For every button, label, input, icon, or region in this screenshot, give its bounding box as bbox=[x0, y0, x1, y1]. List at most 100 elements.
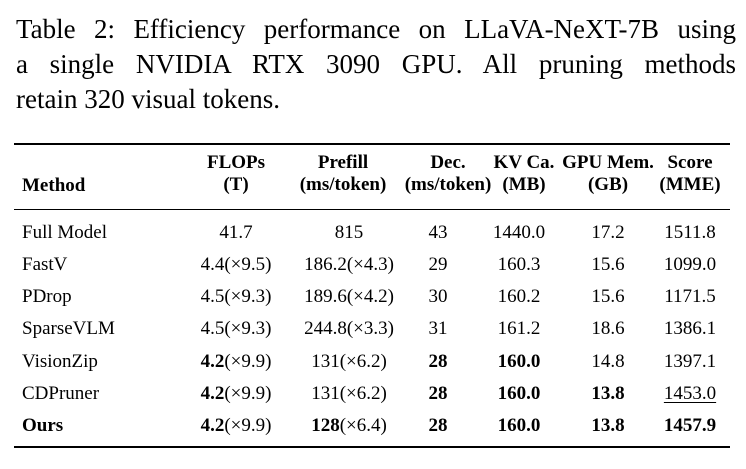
cell-score: 1457.9 bbox=[652, 415, 728, 437]
cell-dec-value: 30 bbox=[428, 286, 448, 307]
cell-flops-value: 4.4 bbox=[200, 254, 225, 275]
header-dec-unit: (ms/token) bbox=[404, 174, 492, 195]
cell-score-value: 1511.8 bbox=[664, 222, 716, 243]
cell-kv: 160.0 bbox=[479, 415, 559, 437]
cell-method-value: VisionZip bbox=[22, 351, 98, 372]
cell-prefill: 131(×6.2) bbox=[288, 383, 410, 405]
cell-dec: 43 bbox=[398, 222, 478, 244]
cell-flops-value: 4.5 bbox=[200, 286, 225, 307]
cell-gpu: 13.8 bbox=[568, 415, 648, 437]
cell-flops: 41.7 bbox=[186, 222, 286, 244]
header-score-name: Score bbox=[667, 152, 713, 173]
cell-kv: 160.0 bbox=[479, 383, 559, 405]
header-flops-name: FLOPs bbox=[206, 152, 266, 173]
header-dec: Dec. (ms/token) bbox=[398, 152, 498, 196]
cell-prefill-value: 128 bbox=[311, 415, 340, 436]
cell-method: Full Model bbox=[22, 222, 172, 244]
cell-dec-value: 28 bbox=[428, 351, 448, 372]
cell-gpu: 15.6 bbox=[568, 286, 648, 308]
cell-score: 1171.5 bbox=[652, 286, 728, 308]
header-prefill: Prefill (ms/token) bbox=[288, 152, 398, 196]
header-score: Score (MME) bbox=[652, 152, 728, 196]
cell-gpu: 14.8 bbox=[568, 351, 648, 373]
cell-prefill-speedup: (×3.3) bbox=[346, 318, 394, 339]
cell-score-value: 1457.9 bbox=[663, 415, 717, 436]
cell-flops-speedup: (×9.3) bbox=[224, 318, 272, 339]
cell-dec: 28 bbox=[398, 415, 478, 437]
cell-score-value: 1171.5 bbox=[664, 286, 716, 307]
header-gpu-unit: (GB) bbox=[587, 174, 629, 195]
cell-kv: 1440.0 bbox=[479, 222, 559, 244]
cell-prefill-value: 244.8 bbox=[304, 318, 347, 339]
cell-score: 1397.1 bbox=[652, 351, 728, 373]
header-flops-unit: (T) bbox=[223, 174, 249, 195]
cell-method: CDPruner bbox=[22, 383, 172, 405]
caption-line-3: retain 320 visual tokens. bbox=[16, 84, 280, 114]
header-dec-name: Dec. bbox=[430, 152, 466, 173]
cell-score-value: 1386.1 bbox=[663, 318, 717, 339]
cell-score: 1099.0 bbox=[652, 254, 728, 276]
cell-gpu-value: 13.8 bbox=[591, 383, 625, 404]
cell-prefill-value: 189.6 bbox=[304, 286, 347, 307]
cell-dec-value: 43 bbox=[428, 222, 448, 243]
cell-method-value: PDrop bbox=[22, 286, 72, 307]
cell-prefill-value: 131 bbox=[311, 383, 340, 404]
cell-prefill-speedup: (×6.2) bbox=[339, 351, 387, 372]
cell-kv-value: 161.2 bbox=[497, 318, 541, 339]
caption-line-1: Table 2: Efficiency performance on LLaVA… bbox=[16, 14, 736, 44]
cell-prefill: 128(×6.4) bbox=[288, 415, 410, 437]
cell-score: 1386.1 bbox=[652, 318, 728, 340]
cell-gpu-value: 13.8 bbox=[591, 415, 625, 436]
cell-prefill: 186.2(×4.3) bbox=[288, 254, 410, 276]
cell-dec: 30 bbox=[398, 286, 478, 308]
header-method: Method bbox=[22, 175, 86, 196]
cell-dec: 29 bbox=[398, 254, 478, 276]
cell-kv-value: 160.0 bbox=[497, 383, 541, 404]
cell-flops-value: 4.2 bbox=[200, 415, 225, 436]
cell-dec-value: 28 bbox=[428, 383, 448, 404]
cell-flops: 4.2(×9.9) bbox=[186, 383, 286, 405]
cell-flops-value: 4.5 bbox=[200, 318, 225, 339]
cell-kv: 160.3 bbox=[479, 254, 559, 276]
cell-score-value: 1453.0 bbox=[663, 383, 717, 404]
cell-flops-value: 4.2 bbox=[200, 351, 225, 372]
cell-gpu: 18.6 bbox=[568, 318, 648, 340]
cell-flops: 4.5(×9.3) bbox=[186, 286, 286, 308]
cell-gpu: 17.2 bbox=[568, 222, 648, 244]
cell-kv-value: 160.3 bbox=[497, 254, 541, 275]
cell-prefill-speedup: (×4.3) bbox=[346, 254, 394, 275]
cell-gpu-value: 15.6 bbox=[591, 286, 625, 307]
header-kv-name: KV Ca. bbox=[493, 152, 555, 173]
cell-score-value: 1397.1 bbox=[663, 351, 717, 372]
header-prefill-unit: (ms/token) bbox=[299, 174, 387, 195]
cell-gpu-value: 18.6 bbox=[591, 318, 625, 339]
cell-score-value: 1099.0 bbox=[663, 254, 717, 275]
cell-method-value: FastV bbox=[22, 254, 68, 275]
cell-method-value: SparseVLM bbox=[22, 318, 115, 339]
top-rule bbox=[14, 143, 730, 145]
cell-score: 1453.0 bbox=[652, 383, 728, 405]
cell-prefill: 815 bbox=[288, 222, 410, 244]
header-gpu-name: GPU Mem. bbox=[562, 152, 654, 173]
cell-prefill-speedup: (×6.2) bbox=[339, 383, 387, 404]
cell-dec-value: 31 bbox=[428, 318, 448, 339]
cell-flops-value: 4.2 bbox=[200, 383, 225, 404]
cell-flops-speedup: (×9.3) bbox=[224, 286, 272, 307]
header-kv-unit: (MB) bbox=[502, 174, 546, 195]
cell-prefill: 244.8(×3.3) bbox=[288, 318, 410, 340]
cell-gpu-value: 17.2 bbox=[591, 222, 625, 243]
cell-flops: 4.5(×9.3) bbox=[186, 318, 286, 340]
cell-flops-speedup: (×9.9) bbox=[224, 351, 272, 372]
header-gpu: GPU Mem. (GB) bbox=[558, 152, 658, 196]
cell-gpu: 13.8 bbox=[568, 383, 648, 405]
cell-gpu: 15.6 bbox=[568, 254, 648, 276]
cell-dec: 28 bbox=[398, 383, 478, 405]
cell-method: SparseVLM bbox=[22, 318, 172, 340]
cell-prefill-speedup: (×4.2) bbox=[346, 286, 394, 307]
cell-method-value: Full Model bbox=[22, 222, 107, 243]
header-kv: KV Ca. (MB) bbox=[484, 152, 564, 196]
cell-gpu-value: 14.8 bbox=[591, 351, 625, 372]
cell-method: FastV bbox=[22, 254, 172, 276]
cell-kv-value: 160.0 bbox=[497, 415, 541, 436]
cell-flops-speedup: (×9.5) bbox=[224, 254, 272, 275]
